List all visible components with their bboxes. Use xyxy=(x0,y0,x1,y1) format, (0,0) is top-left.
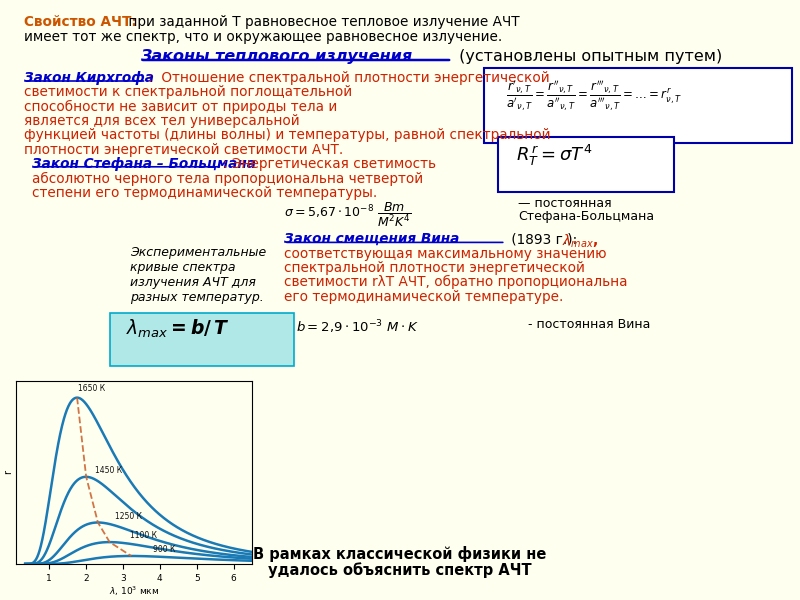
Text: спектральной плотности энергетической: спектральной плотности энергетической xyxy=(284,261,585,275)
Text: : Энергетическая светимость: : Энергетическая светимость xyxy=(223,157,436,171)
Text: функцией частоты (длины волны) и температуры, равной спектральной: функцией частоты (длины волны) и темпера… xyxy=(24,128,550,142)
Text: плотности энергетической светимости АЧТ.: плотности энергетической светимости АЧТ. xyxy=(24,143,343,157)
Text: способности не зависит от природы тела и: способности не зависит от природы тела и xyxy=(24,100,338,113)
Text: В рамках классической физики не: В рамках классической физики не xyxy=(254,546,546,562)
Text: $\dfrac{r'_{\nu,T}}{a'_{\nu,T}} = \dfrac{r''_{\nu,T}}{a''_{\nu,T}} = \dfrac{r''': $\dfrac{r'_{\nu,T}}{a'_{\nu,T}} = \dfrac… xyxy=(506,78,682,113)
Text: Свойство АЧТ:: Свойство АЧТ: xyxy=(24,15,137,29)
Text: Стефана-Больцмана: Стефана-Больцмана xyxy=(518,210,654,223)
Text: 1100 К: 1100 К xyxy=(130,532,157,541)
Text: имеет тот же спектр, что и окружающее равновесное излучение.: имеет тот же спектр, что и окружающее ра… xyxy=(24,30,502,44)
Text: (установлены опытным путем): (установлены опытным путем) xyxy=(454,49,722,64)
Text: $\sigma = 5{,}67\cdot10^{-8}\ \dfrac{\mathit{Bm}}{M^2K^4}$: $\sigma = 5{,}67\cdot10^{-8}\ \dfrac{\ma… xyxy=(284,201,412,229)
Text: 1450 К: 1450 К xyxy=(95,466,122,475)
Text: $R^{\,r}_{T} = \sigma T^4$: $R^{\,r}_{T} = \sigma T^4$ xyxy=(516,143,593,168)
Text: $\boldsymbol{\lambda_{max} = b/\, T}$: $\boldsymbol{\lambda_{max} = b/\, T}$ xyxy=(126,318,230,340)
Text: светимости к спектральной поглощательной: светимости к спектральной поглощательной xyxy=(24,85,352,99)
Text: $\boldsymbol{\lambda_{max}}$,: $\boldsymbol{\lambda_{max}}$, xyxy=(562,232,598,250)
Text: степени его термодинамической температуры.: степени его термодинамической температур… xyxy=(32,186,378,200)
Text: — постоянная: — постоянная xyxy=(518,197,612,210)
Text: - постоянная Вина: - постоянная Вина xyxy=(528,318,650,331)
Text: его термодинамической температуре.: его термодинамической температуре. xyxy=(284,290,563,304)
Text: $b = 2{,}9\cdot10^{-3}\ M\cdot K$: $b = 2{,}9\cdot10^{-3}\ M\cdot K$ xyxy=(296,318,418,335)
Text: соответствующая максимальному значению: соответствующая максимальному значению xyxy=(284,247,606,260)
Text: Закон смещения Вина: Закон смещения Вина xyxy=(284,232,459,246)
Text: светимости rλT АЧТ, обратно пропорциональна: светимости rλT АЧТ, обратно пропорционал… xyxy=(284,275,627,289)
Text: Законы теплового излучения: Законы теплового излучения xyxy=(140,49,412,64)
Text: Экспериментальные
кривые спектра
излучения АЧТ для
разных температур.: Экспериментальные кривые спектра излучен… xyxy=(130,246,266,304)
Text: 900 К: 900 К xyxy=(154,545,176,554)
Text: 1250 К: 1250 К xyxy=(114,512,142,521)
Text: Закон Кирхгофа: Закон Кирхгофа xyxy=(24,71,154,85)
Text: Закон Стефана – Больцмана: Закон Стефана – Больцмана xyxy=(32,157,256,171)
Text: удалось объяснить спектр АЧТ: удалось объяснить спектр АЧТ xyxy=(268,562,532,578)
Text: является для всех тел универсальной: является для всех тел универсальной xyxy=(24,114,300,128)
Text: :  Отношение спектральной плотности энергетической: : Отношение спектральной плотности энерг… xyxy=(148,71,550,85)
X-axis label: $\lambda$, $10^3$ мкм: $\lambda$, $10^3$ мкм xyxy=(109,584,159,598)
Text: (1893 г.):: (1893 г.): xyxy=(507,232,578,246)
Text: абсолютно черного тела пропорциональна четвертой: абсолютно черного тела пропорциональна ч… xyxy=(32,172,423,185)
Y-axis label: r: r xyxy=(3,470,14,475)
Text: при заданной Т равновесное тепловое излучение АЧТ: при заданной Т равновесное тепловое излу… xyxy=(124,15,520,29)
Text: 1650 К: 1650 К xyxy=(78,383,105,392)
